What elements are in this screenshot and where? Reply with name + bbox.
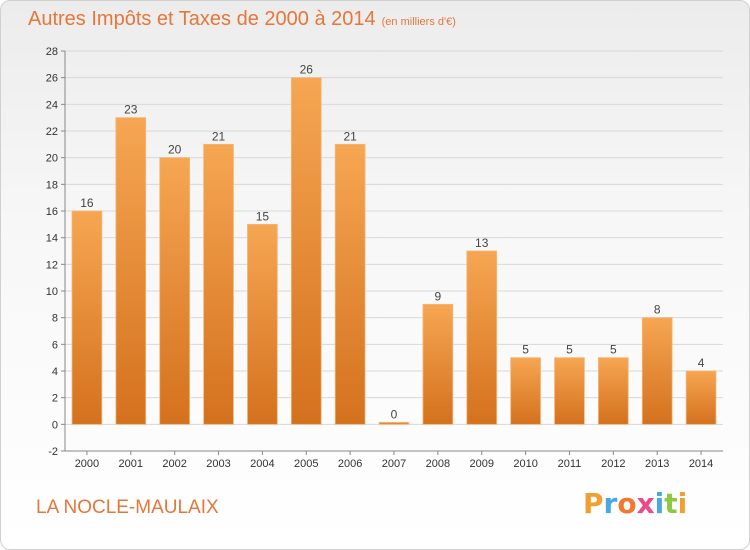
x-tick-label: 2011 bbox=[558, 458, 582, 470]
logo-letter: o bbox=[617, 487, 637, 520]
bar bbox=[115, 117, 147, 425]
x-tick-label: 2005 bbox=[294, 458, 318, 470]
y-tick-label: 2 bbox=[52, 393, 58, 405]
bar bbox=[466, 250, 498, 425]
y-tick-label: 16 bbox=[46, 206, 58, 218]
title-text: Autres Impôts et Taxes de 2000 à 2014 bbox=[28, 8, 376, 30]
bar-value-label: 21 bbox=[212, 129, 226, 143]
y-tick-label: 8 bbox=[52, 313, 58, 325]
chart-title: Autres Impôts et Taxes de 2000 à 2014 (en… bbox=[28, 8, 456, 31]
bar bbox=[598, 357, 629, 425]
x-tick-label: 2003 bbox=[206, 458, 230, 470]
y-tick-label: 20 bbox=[46, 153, 58, 165]
x-tick-label: 2004 bbox=[250, 458, 274, 470]
bars bbox=[71, 77, 717, 425]
bar-value-label: 5 bbox=[566, 343, 573, 357]
proxiti-logo[interactable]: Proxiti bbox=[583, 487, 687, 520]
bar bbox=[159, 157, 190, 425]
bar-value-label: 15 bbox=[256, 209, 270, 223]
bar-value-label: 4 bbox=[698, 356, 705, 370]
bar-value-label: 5 bbox=[610, 343, 617, 357]
y-tick-label: 26 bbox=[46, 73, 58, 85]
x-tick-label: 2010 bbox=[513, 458, 537, 470]
x-tick-label: 2013 bbox=[645, 458, 669, 470]
bar bbox=[334, 143, 366, 425]
commune-name: LA NOCLE-MAULAIX bbox=[36, 497, 219, 518]
bar bbox=[203, 143, 234, 425]
bar bbox=[71, 210, 103, 425]
logo-letter: i bbox=[677, 487, 688, 520]
bar-value-label: 26 bbox=[300, 63, 314, 77]
y-tick-label: 14 bbox=[46, 233, 58, 245]
y-tick-label: 4 bbox=[52, 366, 58, 378]
y-tick-label: 28 bbox=[46, 46, 58, 58]
x-tick-label: 2006 bbox=[338, 458, 362, 470]
x-tick-label: 2000 bbox=[75, 458, 99, 470]
bar-value-label: 9 bbox=[435, 289, 442, 303]
bar bbox=[510, 357, 541, 425]
bar-value-label: 21 bbox=[343, 129, 357, 143]
bar-value-label: 0 bbox=[391, 407, 398, 421]
y-tick-label: 10 bbox=[46, 286, 58, 298]
bar-value-label: 20 bbox=[168, 143, 182, 157]
x-tick-label: 2014 bbox=[689, 458, 713, 470]
logo-letter: x bbox=[636, 487, 655, 520]
y-tick-label: 22 bbox=[46, 126, 58, 138]
bar bbox=[641, 317, 673, 425]
logo-letter: i bbox=[654, 487, 665, 520]
logo-letter: t bbox=[664, 487, 678, 520]
y-tick-label: 0 bbox=[52, 419, 58, 431]
bar bbox=[554, 357, 585, 425]
x-tick-label: 2002 bbox=[162, 458, 186, 470]
y-tick-label: 6 bbox=[52, 339, 58, 351]
bar bbox=[290, 77, 322, 425]
bar-value-label: 8 bbox=[654, 303, 661, 317]
y-tick-label: 24 bbox=[46, 99, 58, 111]
x-tick-label: 2008 bbox=[426, 458, 450, 470]
x-tick-label: 2012 bbox=[601, 458, 625, 470]
bar bbox=[685, 370, 717, 425]
bar bbox=[378, 421, 410, 425]
bar-value-label: 5 bbox=[522, 343, 529, 357]
bar-value-label: 16 bbox=[80, 196, 94, 210]
bar bbox=[422, 303, 454, 425]
x-tick-label: 2001 bbox=[119, 458, 143, 470]
y-tick-label: 12 bbox=[46, 259, 58, 271]
x-tick-label: 2009 bbox=[469, 458, 493, 470]
y-tick-label: 18 bbox=[46, 179, 58, 191]
labels: 16 23 20 21 15 26 21 0 9 13 5 5 5 8 4 bbox=[80, 63, 704, 422]
bar bbox=[247, 223, 278, 425]
bar-value-label: 13 bbox=[475, 236, 489, 250]
title-unit: (en milliers d'€) bbox=[381, 16, 456, 28]
logo-letter: P bbox=[583, 487, 604, 520]
x-tick-label: 2007 bbox=[382, 458, 406, 470]
bar-value-label: 23 bbox=[124, 103, 138, 117]
y-tick-label: -2 bbox=[48, 446, 58, 458]
logo-letter: r bbox=[603, 487, 618, 520]
